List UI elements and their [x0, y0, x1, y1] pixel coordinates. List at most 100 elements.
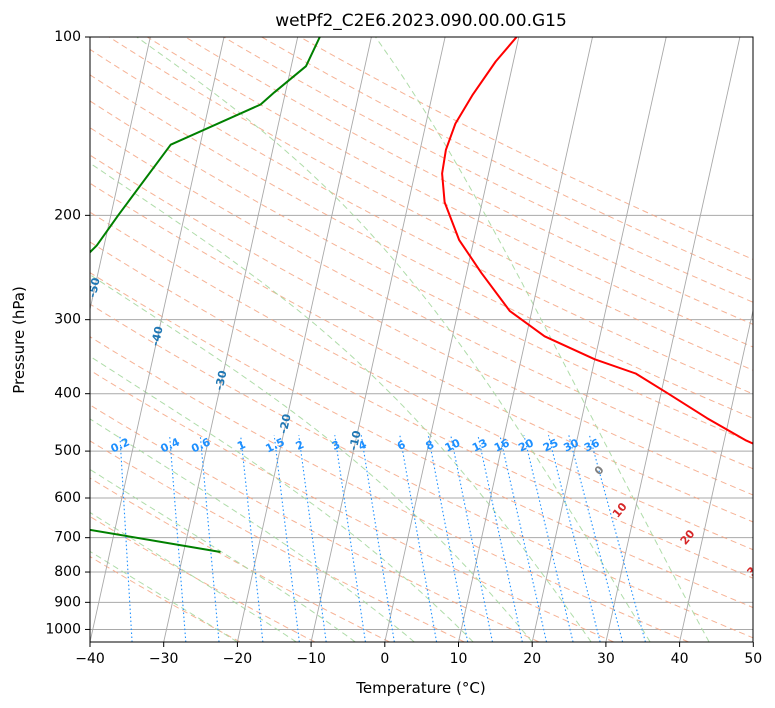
isotherm-line — [752, 641, 753, 642]
sounding-profiles — [90, 37, 753, 553]
dry-adiabats — [90, 37, 753, 642]
x-tick-label: 10 — [450, 651, 468, 667]
mixing-ratio-label: 16 — [492, 436, 512, 454]
isotherm-line — [679, 308, 753, 642]
mixing-ratio-label: 20 — [516, 436, 536, 454]
isotherm-line — [310, 37, 446, 642]
y-tick-label: 900 — [54, 594, 81, 610]
mixing-ratio-label: 0.2 — [109, 435, 132, 455]
moist-adiabat-line — [90, 274, 533, 642]
dry-adiabat-label: 10 — [610, 500, 630, 520]
x-tick-label: −40 — [75, 651, 105, 667]
mixing-ratio-line — [298, 435, 327, 642]
y-axis-label: Pressure (hPa) — [10, 286, 28, 394]
isotherm-line — [163, 37, 299, 642]
dry-adiabat-line — [299, 37, 753, 260]
moist-adiabat-line — [90, 355, 474, 642]
mixing-ratio-line — [199, 435, 220, 642]
zero-label: 0 — [592, 463, 607, 478]
mixing-ratio-label: 0.4 — [159, 435, 182, 455]
dry-adiabat-line — [90, 369, 614, 642]
mixing-ratio-line — [450, 435, 493, 642]
dry-adiabat-line — [185, 37, 753, 325]
dewpoint-line — [90, 37, 321, 553]
isotherms — [0, 37, 753, 642]
isotherm-label: -50 — [86, 276, 103, 299]
y-tick-label: 200 — [54, 207, 81, 223]
isotherm-line — [236, 37, 372, 642]
x-tick-label: 50 — [744, 651, 762, 667]
mixing-ratio-line — [169, 435, 187, 642]
dry-adiabat-line — [261, 37, 753, 282]
moist-adiabat-line — [375, 37, 710, 642]
mixing-ratio-label: 10 — [443, 436, 463, 454]
dry-adiabat-line — [90, 127, 753, 470]
dry-adiabat-line — [90, 336, 689, 642]
dry-adiabat-line — [90, 477, 390, 642]
dry-adiabat-line — [90, 154, 753, 496]
chart-title: wetPf2_C2E6.2023.090.00.00.G15 — [275, 11, 567, 31]
mixing-ratio-label: 36 — [582, 436, 602, 454]
mixing-ratio-line — [399, 435, 438, 642]
y-tick-label: 700 — [54, 530, 81, 546]
y-tick-label: 100 — [54, 29, 81, 45]
isotherm-line — [531, 37, 667, 642]
moist-adiabat-line — [136, 37, 651, 642]
y-tick-label: 500 — [54, 443, 81, 459]
dry-adiabat-line — [108, 37, 753, 371]
dry-adiabat-line — [90, 440, 465, 642]
mixing-ratio-line — [273, 435, 300, 642]
dry-adiabat-line — [90, 100, 753, 444]
moist-adiabat-line — [90, 468, 356, 642]
temperature-line — [441, 37, 753, 445]
x-tick-label: 40 — [671, 651, 689, 667]
mixing-ratio-line — [240, 435, 264, 642]
pressure-gridlines — [90, 37, 753, 630]
plot-frame — [89, 36, 754, 643]
mixing-ratio-line — [119, 435, 133, 642]
dry-adiabat-label: 30 — [744, 558, 764, 578]
isotherm-line — [458, 37, 593, 642]
y-tick-label: 300 — [54, 312, 81, 328]
isotherm-label: -20 — [277, 412, 294, 435]
isotherm-label: -60 — [23, 228, 40, 251]
dry-adiabat-line — [90, 241, 753, 579]
isotherm-line — [90, 37, 151, 312]
axes: −40 −30 −20 −10 0 10 20 30 40 5010020030040050060… — [45, 29, 762, 667]
dry-adiabat-line — [90, 48, 753, 395]
y-tick-label: 600 — [54, 490, 81, 506]
dry-adiabat-label: 20 — [678, 527, 698, 547]
x-tick-label: 30 — [597, 651, 615, 667]
dry-adiabat-line — [90, 404, 540, 642]
mixing-ratio-label: 1.5 — [264, 435, 287, 455]
mixing-ratio-line — [360, 435, 395, 642]
isotherm-line — [605, 37, 741, 642]
mixing-ratio-line — [499, 435, 548, 642]
isotherm-line — [0, 37, 3, 642]
mixing-ratio-lines — [119, 435, 646, 642]
dry-adiabat-line — [90, 303, 753, 639]
x-axis-label: Temperature (°C) — [355, 679, 485, 697]
mixing-ratio-line — [477, 435, 523, 642]
mixing-ratio-line — [334, 435, 366, 642]
isotherm-label: -30 — [213, 369, 230, 392]
x-tick-label: −20 — [223, 651, 253, 667]
isotherm-label: -10 — [347, 429, 364, 452]
mixing-ratio-label: 30 — [561, 436, 581, 454]
moist-adiabat-line — [90, 162, 592, 642]
mixing-ratio-line — [547, 435, 601, 642]
dry-adiabat-line — [90, 74, 753, 419]
isotherm-line — [384, 37, 520, 642]
y-tick-label: 400 — [54, 386, 81, 402]
x-tick-label: −10 — [296, 651, 326, 667]
y-tick-label: 800 — [54, 564, 81, 580]
dry-adiabat-line — [223, 37, 753, 303]
x-tick-label: 20 — [523, 651, 541, 667]
y-tick-label: 1000 — [45, 621, 81, 637]
isotherm-label: -40 — [149, 325, 166, 348]
moist-adiabats — [90, 37, 710, 642]
mixing-ratio-label: 13 — [470, 436, 489, 454]
x-tick-label: 0 — [380, 651, 389, 667]
moist-adiabat-line — [90, 550, 238, 642]
